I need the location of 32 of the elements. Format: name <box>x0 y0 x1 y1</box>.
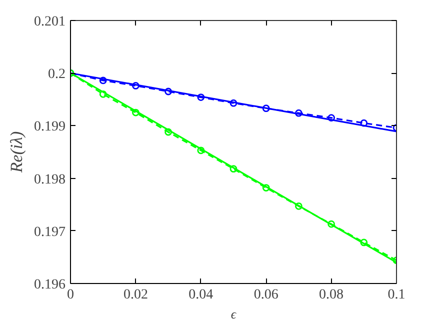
point <box>230 99 238 107</box>
point <box>197 94 205 101</box>
y-tick-label: 0.197 <box>34 224 66 240</box>
x-tick-label: 0.06 <box>254 288 278 302</box>
point <box>230 165 238 173</box>
point <box>132 108 140 116</box>
y-tick-label: 0.2 <box>48 67 66 82</box>
point <box>132 82 140 90</box>
point <box>328 114 335 122</box>
x-tick-label: 0.1 <box>388 288 406 302</box>
x-tick-label: 0.02 <box>123 288 148 302</box>
point <box>197 146 205 154</box>
y-tick-label: 0.198 <box>34 172 66 188</box>
x-tick-label: 0.08 <box>319 288 344 302</box>
point <box>360 238 368 246</box>
x-axis-title: ϵ <box>230 306 237 322</box>
y-tick-label: 0.196 <box>34 278 66 292</box>
point <box>262 104 270 112</box>
point <box>99 76 107 84</box>
point <box>295 109 302 117</box>
y-tick-label: 0.199 <box>34 120 66 135</box>
y-tick-label: 0.201 <box>34 14 66 30</box>
point <box>295 202 302 210</box>
x-tick-label: 0 <box>67 288 74 302</box>
point <box>99 90 107 98</box>
point <box>328 220 335 228</box>
point <box>164 128 172 136</box>
y-axis-title: Re(iλ) <box>7 130 26 174</box>
point <box>262 184 270 192</box>
point <box>164 88 172 96</box>
point <box>360 119 368 127</box>
x-tick-label: 0.04 <box>188 288 214 302</box>
